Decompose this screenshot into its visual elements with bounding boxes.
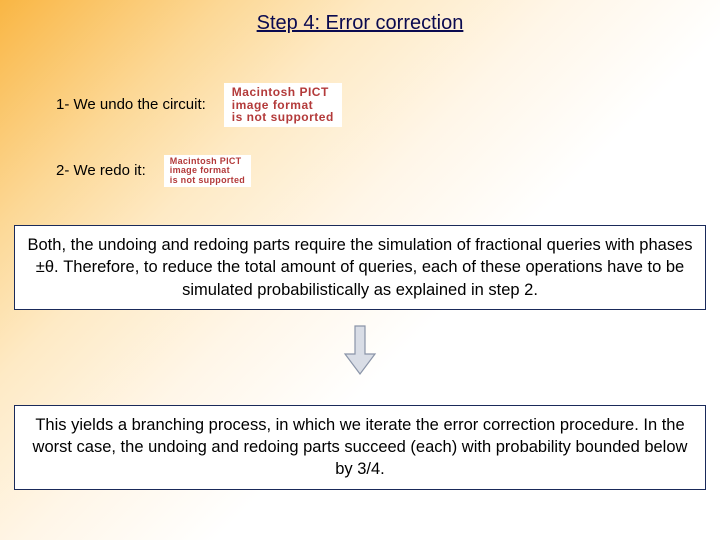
arrow-path bbox=[345, 326, 375, 374]
arrow-container bbox=[0, 324, 720, 381]
down-arrow-icon bbox=[343, 324, 377, 376]
item-2-text: 2- We redo it: bbox=[56, 162, 146, 179]
info-box-2: This yields a branching process, in whic… bbox=[14, 405, 706, 490]
title-container: Step 4: Error correction bbox=[0, 0, 720, 35]
page-title: Step 4: Error correction bbox=[257, 12, 464, 35]
item-1-text: 1- We undo the circuit: bbox=[56, 96, 206, 113]
pict-line-1c: is not supported bbox=[232, 111, 334, 124]
item-row-1: 1- We undo the circuit: Macintosh PICT i… bbox=[56, 83, 720, 127]
info-box-1: Both, the undoing and redoing parts requ… bbox=[14, 225, 706, 310]
item-row-2: 2- We redo it: Macintosh PICT image form… bbox=[56, 155, 720, 187]
pict-placeholder-2: Macintosh PICT image format is not suppo… bbox=[164, 155, 251, 187]
pict-line-1a: Macintosh PICT bbox=[232, 86, 334, 99]
pict-line-2c: is not supported bbox=[170, 176, 245, 185]
pict-placeholder-1: Macintosh PICT image format is not suppo… bbox=[224, 83, 342, 127]
items-list: 1- We undo the circuit: Macintosh PICT i… bbox=[0, 83, 720, 187]
